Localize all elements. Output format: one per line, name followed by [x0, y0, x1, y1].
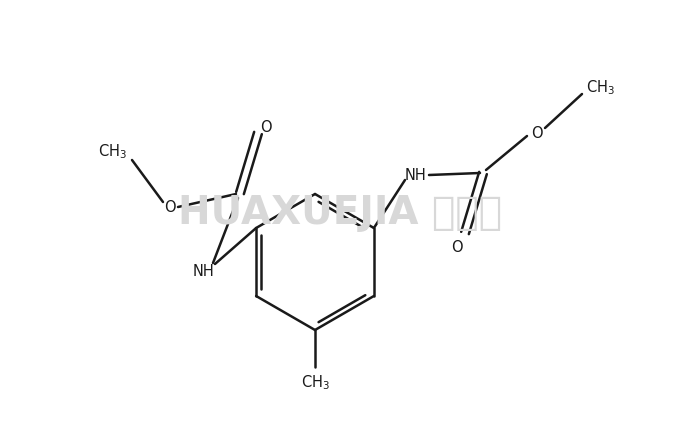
- Text: O: O: [260, 120, 272, 135]
- Text: O: O: [164, 199, 176, 215]
- Text: O: O: [452, 239, 463, 254]
- Text: CH$_3$: CH$_3$: [97, 143, 126, 161]
- Text: O: O: [531, 126, 543, 141]
- Text: CH$_3$: CH$_3$: [301, 374, 330, 392]
- Text: HUAXUEJIA 化学加: HUAXUEJIA 化学加: [178, 194, 502, 232]
- Text: NH: NH: [404, 167, 426, 182]
- Text: NH: NH: [192, 265, 214, 279]
- Text: CH$_3$: CH$_3$: [585, 79, 615, 98]
